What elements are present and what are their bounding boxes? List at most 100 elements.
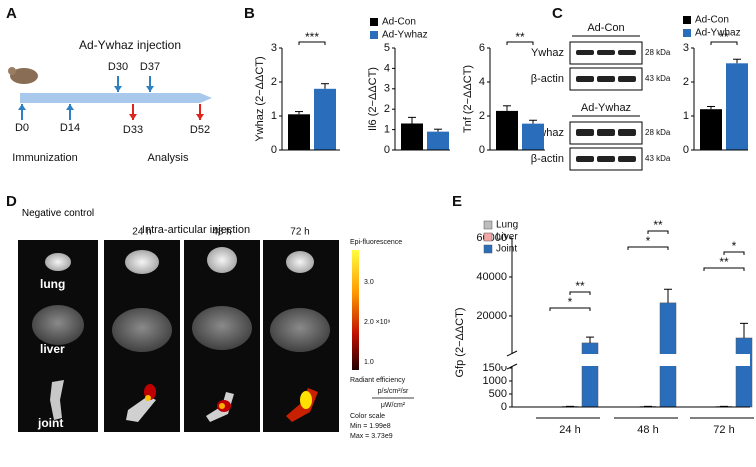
colorbar-title: Epi-fluorescence [350, 239, 402, 246]
sig-bracket [569, 291, 591, 295]
sig-bracket [703, 267, 745, 271]
timeline-title: Ad-Ywhaz injection [79, 38, 181, 52]
panel-label: C [552, 5, 563, 22]
y-tick-label: 3 [683, 42, 689, 54]
y-tick-label: 0 [479, 144, 485, 156]
colorbar-scale: Color scale [350, 413, 385, 420]
colorbar-unit: μW/cm² [381, 402, 406, 409]
column-header: 72 h [290, 227, 309, 238]
sig-label: ** [515, 30, 525, 44]
arrow-head [196, 114, 204, 120]
legend-swatch [483, 244, 493, 254]
y-tick-label: 1 [683, 110, 689, 122]
y-tick-label: 0 [683, 144, 689, 156]
bar [700, 109, 722, 150]
mouse-icon [8, 67, 16, 75]
y-tick-label: 5 [384, 42, 390, 54]
y-axis-label: Ywhaz (2−ΔΔCT) [254, 56, 266, 141]
timeline-day: D30 [108, 61, 128, 73]
bar [522, 123, 544, 150]
y-tick-label: 0 [271, 144, 277, 156]
bar [401, 123, 423, 150]
band-size: 43 kDa [645, 74, 671, 83]
legend-swatch [370, 31, 378, 39]
y-tick-label: 6 [479, 42, 485, 54]
colorbar-tick: 2.0 ×10⁹ [364, 319, 391, 326]
panel-label: D [6, 193, 17, 210]
y-tick-label: 2 [683, 76, 689, 88]
sig-label: * [732, 239, 737, 253]
y-tick-label: 4 [384, 62, 390, 74]
timeline-day: D14 [60, 122, 80, 134]
y-tick-label: 40000 [476, 271, 507, 283]
colorbar-unit: Radiant efficiency [350, 377, 406, 384]
legend-label: Ad-Ywhaz [695, 28, 741, 39]
y-tick-label: 3 [271, 42, 277, 54]
bar [581, 342, 599, 408]
legend-swatch [370, 18, 378, 26]
organ-label: joint [37, 416, 63, 430]
panel-label: B [244, 5, 255, 22]
blots [569, 35, 643, 171]
x-tick-label: 24 h [559, 424, 580, 436]
colorbar-tick: 1.0 [364, 359, 374, 366]
x-tick-label: 48 h [637, 424, 658, 436]
blot-title: Ad-Ywhaz [581, 102, 631, 114]
sig-label: * [568, 295, 573, 309]
sig-label: ** [575, 279, 585, 293]
y-tick-label: 0 [501, 401, 507, 413]
bar [427, 131, 449, 150]
bar [735, 337, 753, 408]
blot-title: Ad-Con [587, 22, 624, 34]
legend-label: Ad-Con [382, 17, 416, 28]
colorbar-tick: 3.0 [364, 279, 374, 286]
timeline-day: D33 [123, 124, 143, 136]
colorbar-max: Max = 3.73e9 [350, 433, 393, 440]
sig-bracket [647, 230, 669, 234]
y-tick-label: 1000 [483, 375, 507, 387]
sig-bracket [723, 251, 745, 255]
arrow-head [18, 104, 26, 110]
sig-label: ** [719, 30, 729, 44]
colorbar-unit: p/s/cm²/sr [378, 388, 409, 395]
bar [496, 110, 518, 150]
column-header: Negative control [22, 208, 94, 219]
imaging-title: Intra-articular injection [142, 224, 250, 236]
legend-swatch [683, 29, 691, 37]
band-size: 28 kDa [645, 128, 671, 137]
organ-label: liver [40, 342, 65, 356]
y-tick-label: 4 [479, 76, 485, 88]
y-tick-label: 2 [271, 76, 277, 88]
y-tick-label: 3 [384, 83, 390, 95]
legend-label: Ad-Con [695, 15, 729, 26]
sig-bracket [710, 41, 738, 45]
organ-label: lung [40, 277, 65, 291]
phase-label: Immunization [12, 152, 77, 164]
band-label: β-actin [531, 153, 564, 165]
panel-label: A [6, 5, 17, 22]
legend-swatch [683, 16, 691, 24]
arrow-head [129, 114, 137, 120]
y-tick-label: 500 [489, 388, 507, 400]
timeline-day: D0 [15, 122, 29, 134]
y-tick-label: 2 [384, 103, 390, 115]
y-tick-label: 1 [271, 110, 277, 122]
bar [726, 63, 748, 150]
mouse-icon [10, 68, 38, 84]
sig-bracket [506, 41, 534, 45]
arrow-head [66, 104, 74, 110]
imaging-panels [18, 240, 414, 432]
legend-swatch [483, 220, 493, 230]
legend-label: Joint [496, 244, 517, 255]
timeline-day: D37 [140, 61, 160, 73]
sig-bracket [298, 41, 326, 45]
y-axis-label: Il6 (2−ΔΔCT) [367, 67, 379, 131]
axis-break [500, 354, 750, 366]
arrow-head [146, 86, 154, 92]
sig-bracket [627, 246, 669, 250]
band-size: 28 kDa [645, 48, 671, 57]
sig-label: ** [653, 218, 663, 232]
legend-label: Lung [496, 220, 518, 231]
y-tick-label: 1 [384, 124, 390, 136]
